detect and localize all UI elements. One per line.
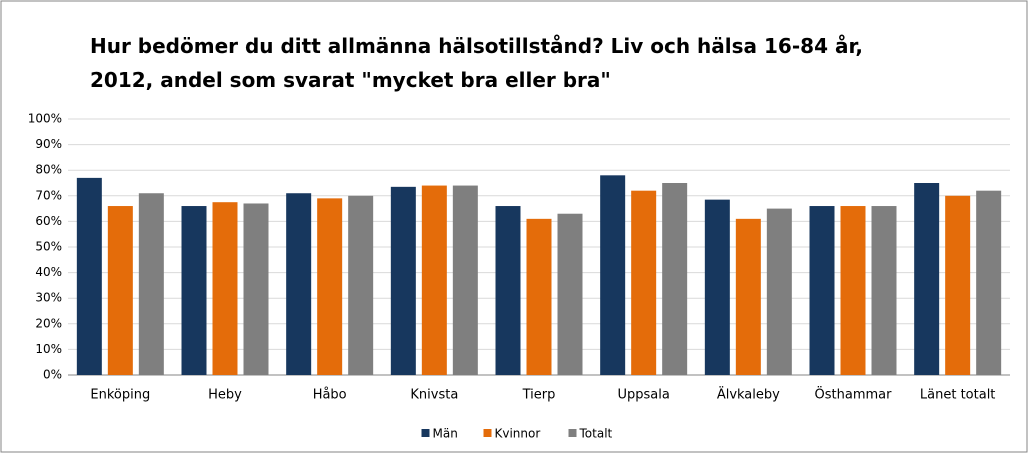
- bar: [766, 208, 792, 375]
- bar: [243, 203, 269, 375]
- y-tick-label: 70%: [35, 188, 62, 202]
- legend-swatch: [483, 429, 492, 437]
- chart-title: Hur bedömer du ditt allmänna hälsotillst…: [90, 34, 863, 58]
- legend-label: Totalt: [579, 427, 613, 441]
- bar: [976, 190, 1002, 375]
- y-tick-label: 80%: [35, 163, 62, 177]
- bar: [452, 185, 478, 375]
- bar: [495, 206, 521, 375]
- y-tick-label: 50%: [35, 240, 62, 254]
- bar: [107, 206, 133, 375]
- bar: [317, 198, 343, 375]
- bar: [662, 183, 688, 375]
- legend-swatch: [421, 429, 430, 437]
- bar: [871, 206, 897, 375]
- y-tick-label: 90%: [35, 137, 62, 151]
- x-tick-label: Älvkaleby: [717, 387, 780, 403]
- legend-label: Män: [433, 427, 458, 441]
- x-tick-label: Enköping: [90, 388, 150, 403]
- legend-label: Kvinnor: [495, 427, 541, 441]
- x-tick-label: Tierp: [522, 388, 556, 403]
- y-tick-label: 60%: [35, 214, 62, 228]
- x-tick-label: Knivsta: [410, 388, 458, 403]
- x-tick-label: Håbo: [313, 388, 347, 403]
- y-tick-label: 10%: [35, 342, 62, 356]
- bar: [809, 206, 835, 375]
- y-tick-label: 40%: [35, 265, 62, 279]
- y-tick-label: 0%: [43, 368, 62, 382]
- x-tick-label: Östhammar: [815, 386, 893, 403]
- bar: [914, 183, 940, 375]
- bar: [600, 175, 626, 375]
- bar: [390, 186, 416, 375]
- bar: [945, 195, 971, 375]
- bar: [631, 190, 657, 375]
- chart-title: 2012, andel som svarat "mycket bra eller…: [90, 68, 611, 92]
- y-tick-label: 100%: [28, 112, 62, 126]
- bar: [840, 206, 866, 375]
- x-tick-label: Länet totalt: [920, 388, 996, 403]
- bar: [421, 185, 447, 375]
- bar: [557, 213, 583, 375]
- bar: [704, 199, 730, 375]
- legend-swatch: [568, 429, 577, 437]
- x-tick-label: Uppsala: [617, 388, 669, 403]
- x-tick-label: Heby: [208, 388, 242, 403]
- bar: [735, 218, 761, 375]
- y-tick-label: 20%: [35, 316, 62, 330]
- bar: [138, 193, 164, 375]
- bar: [181, 206, 207, 375]
- bar: [348, 195, 374, 375]
- y-tick-label: 30%: [35, 291, 62, 305]
- bar: [286, 193, 312, 375]
- bar: [526, 218, 552, 375]
- bar: [212, 202, 238, 375]
- bar: [76, 177, 102, 375]
